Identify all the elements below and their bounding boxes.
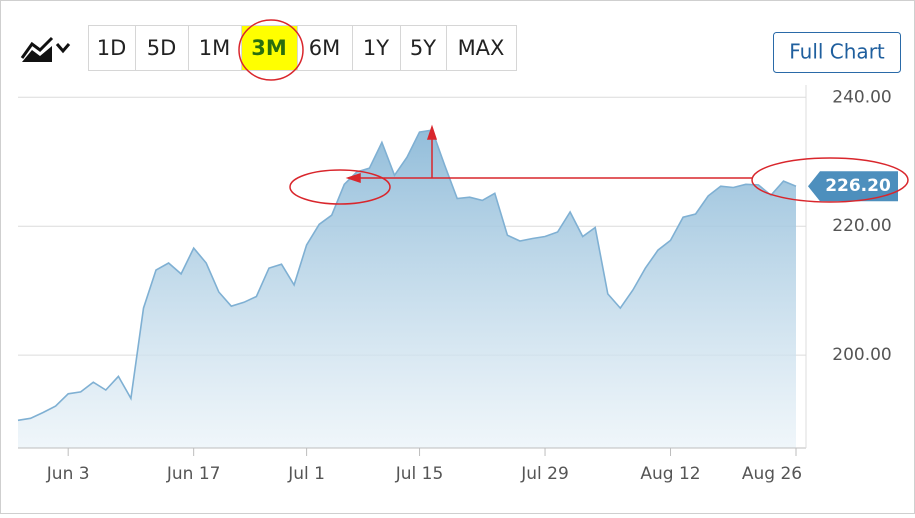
range-button-label[interactable]: 3M xyxy=(251,36,287,60)
last-price-tag xyxy=(808,171,898,202)
highlight-ellipse xyxy=(751,157,909,203)
plot: 200.00 220.00 240.00 Jun 3 Jun 17 Jul 1 Jul 15… xyxy=(17,85,898,484)
icon-caret xyxy=(55,43,71,54)
annotations xyxy=(238,19,909,205)
arrow-head xyxy=(426,124,438,140)
chart-type-icon[interactable] xyxy=(20,36,71,62)
y-tick-label: 220.00 xyxy=(832,216,891,236)
area-fill xyxy=(18,130,796,448)
range-button-label[interactable]: 1M xyxy=(199,36,230,60)
icon-area xyxy=(22,46,52,62)
x-tick-label: Jul 1 xyxy=(287,464,325,484)
range-button[interactable] xyxy=(88,25,136,71)
x-tick-label: Jul 15 xyxy=(395,464,444,484)
arrow-head xyxy=(345,172,361,184)
highlight-ellipse xyxy=(238,19,304,81)
range-button[interactable] xyxy=(188,25,242,71)
range-button-label[interactable]: 6M xyxy=(309,36,340,60)
last-price-label: 226.20 xyxy=(825,176,891,196)
range-button-label[interactable]: 5D xyxy=(147,36,177,60)
range-button-label[interactable]: MAX xyxy=(458,36,505,60)
range-button-label[interactable]: 5Y xyxy=(410,36,436,60)
icon-line xyxy=(20,36,54,59)
full-chart-button[interactable] xyxy=(773,32,901,73)
x-tick-label: Aug 26 xyxy=(742,464,802,484)
range-button[interactable] xyxy=(400,25,447,71)
x-tick-label: Jul 29 xyxy=(520,464,569,484)
range-button[interactable] xyxy=(446,25,517,71)
highlight-ellipse xyxy=(289,169,391,205)
range-button-label[interactable]: 1Y xyxy=(363,36,389,60)
full-chart-label[interactable]: Full Chart xyxy=(789,40,885,64)
range-buttons: 1D 5D 1M 3M 6M 1Y 5Y MAX xyxy=(88,25,517,71)
range-button-label[interactable]: 1D xyxy=(97,36,127,60)
x-tick-label: Aug 12 xyxy=(640,464,700,484)
range-button[interactable] xyxy=(297,25,353,71)
y-tick-label: 240.00 xyxy=(832,87,891,107)
y-tick-label: 200.00 xyxy=(832,345,891,365)
x-tick-label: Jun 3 xyxy=(46,464,90,484)
x-tick-label: Jun 17 xyxy=(166,464,221,484)
price-line xyxy=(17,129,797,422)
range-button[interactable] xyxy=(241,25,298,71)
